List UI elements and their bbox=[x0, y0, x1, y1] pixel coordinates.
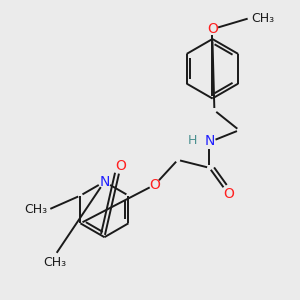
Text: N: N bbox=[204, 134, 214, 148]
Text: O: O bbox=[115, 159, 126, 173]
Text: O: O bbox=[149, 178, 161, 192]
Text: O: O bbox=[207, 22, 218, 36]
Text: CH₃: CH₃ bbox=[43, 256, 66, 268]
Text: H: H bbox=[188, 134, 197, 147]
Text: N: N bbox=[99, 175, 110, 189]
Text: CH₃: CH₃ bbox=[251, 12, 274, 25]
Text: O: O bbox=[223, 187, 234, 201]
Text: CH₃: CH₃ bbox=[24, 203, 47, 216]
